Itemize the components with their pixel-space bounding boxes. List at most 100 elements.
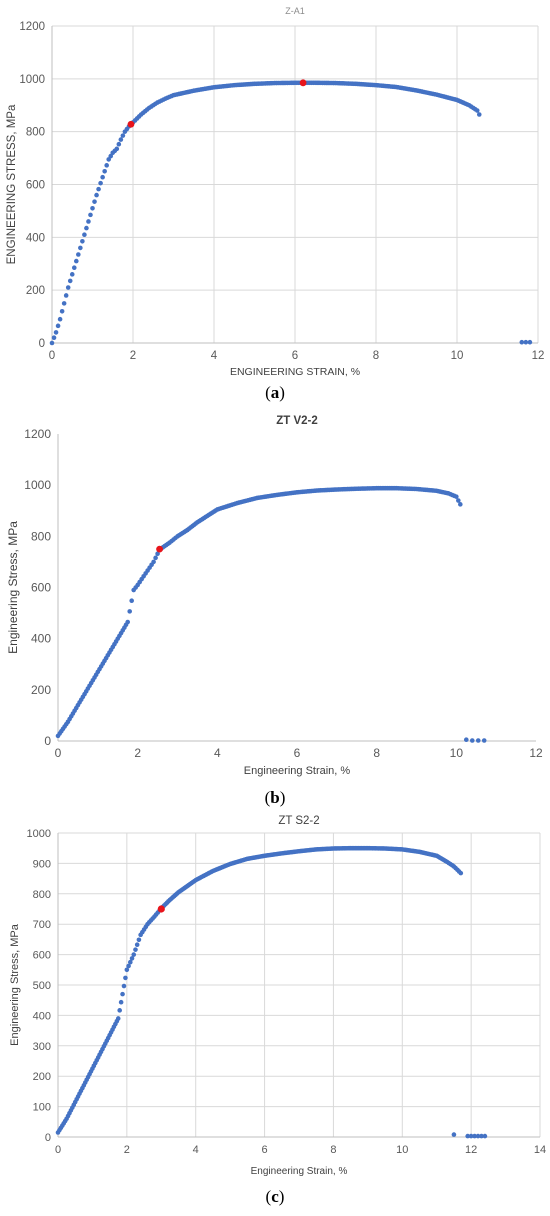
y-tick-label: 600 <box>33 950 51 962</box>
data-point <box>127 609 132 614</box>
gridlines <box>52 25 539 343</box>
fracture-point <box>468 1133 474 1139</box>
y-tick-label: 100 <box>33 1102 51 1114</box>
data-point <box>458 870 464 876</box>
data-point <box>115 1016 121 1021</box>
x-tick-label: 4 <box>211 350 218 362</box>
y-tick-label: 600 <box>26 180 45 192</box>
data-point <box>82 232 87 237</box>
fracture-point <box>479 1133 484 1139</box>
series-stress-strain <box>55 845 464 1135</box>
y-tick-label: 500 <box>33 980 51 992</box>
chart-a: 0 2 4 6 8 10 12 0 200 400 600 800 1000 1200 Z-A1 ENGINE… <box>6 6 544 378</box>
series-stress-strain <box>49 80 482 346</box>
data-point <box>124 967 130 973</box>
fracture-point <box>481 738 487 743</box>
data-point <box>100 174 105 180</box>
data-point <box>78 245 83 251</box>
data-point <box>108 153 114 159</box>
chart-title: ZT V2-2 <box>276 415 318 427</box>
data-point <box>94 192 99 198</box>
x-tick-label: 8 <box>373 350 379 362</box>
data-point <box>153 555 158 561</box>
data-point <box>476 112 482 117</box>
highlight-markers <box>127 79 307 128</box>
x-tick-label: 4 <box>193 1144 199 1156</box>
fracture-point <box>482 1133 488 1139</box>
y-axis-label: ENGINEERING STRESS, MPa <box>6 104 18 264</box>
chart-panel-c: 0 2 4 6 8 10 12 14 0 100 200 300 400 500 600 700 800 900 1… <box>0 815 550 1216</box>
x-tick-label: 12 <box>529 746 543 760</box>
series-stress-strain <box>55 485 463 739</box>
data-point <box>121 983 127 989</box>
x-axis-label: Engineering Strain, % <box>244 765 351 777</box>
y-tick-label: 0 <box>44 734 51 748</box>
data-point <box>125 619 131 625</box>
x-tick-label: 0 <box>55 746 62 760</box>
data-point <box>102 168 107 174</box>
data-point <box>92 199 97 204</box>
x-axis-label: ENGINEERING STRAIN, % <box>230 366 360 378</box>
y-tick-label: 1000 <box>27 828 51 840</box>
data-point <box>59 309 65 314</box>
data-point <box>53 330 59 335</box>
highlight-marker <box>127 120 135 128</box>
fracture-point <box>463 737 469 743</box>
x-tick-label: 2 <box>124 1144 130 1156</box>
x-tick-label: 2 <box>134 746 141 760</box>
fracture-point <box>472 1133 477 1139</box>
highlight-marker <box>157 905 165 913</box>
data-point <box>458 502 463 507</box>
y-tick-label: 200 <box>26 285 45 297</box>
data-point <box>118 999 124 1005</box>
data-point <box>129 956 135 961</box>
data-point <box>98 180 103 186</box>
y-axis-label: Engineering Stress, MPa <box>9 923 21 1046</box>
data-point <box>84 225 89 231</box>
data-point <box>55 323 61 329</box>
fracture-point <box>527 339 533 345</box>
data-point <box>456 498 461 503</box>
fracture-point <box>519 339 525 345</box>
y-tick-label: 800 <box>31 529 51 543</box>
data-point <box>126 963 131 969</box>
fracture-points <box>451 1132 488 1139</box>
data-point <box>76 252 81 257</box>
data-point <box>106 157 111 162</box>
fracture-point <box>451 1132 457 1137</box>
data-point <box>67 278 73 284</box>
chart-c: 0 2 4 6 8 10 12 14 0 100 200 300 400 500 600 700 800 900 1… <box>9 815 546 1177</box>
x-tick-label: 0 <box>49 350 55 362</box>
data-point <box>129 598 134 604</box>
x-tick-label: 6 <box>294 746 301 760</box>
data-point <box>63 293 69 298</box>
y-tick-label: 200 <box>33 1071 51 1083</box>
data-point <box>474 108 480 113</box>
data-point <box>49 340 55 346</box>
x-tick-label: 10 <box>451 350 464 362</box>
y-tick-label: 400 <box>31 632 51 646</box>
x-tick-label: 8 <box>373 746 380 760</box>
data-point <box>104 163 109 168</box>
caption-b: (b) <box>264 788 286 807</box>
data-point <box>69 272 75 277</box>
data-point <box>133 947 138 952</box>
x-tick-label: 6 <box>292 350 298 362</box>
y-tick-label: 700 <box>33 919 51 931</box>
caption-c: (c) <box>265 1187 285 1206</box>
y-tick-label: 800 <box>26 127 45 139</box>
fracture-points <box>463 737 487 743</box>
y-axis-label: Engineering Stress, MPa <box>6 521 20 654</box>
data-point <box>134 942 140 948</box>
fracture-points <box>519 339 533 345</box>
data-point <box>61 301 67 306</box>
x-tick-label: 2 <box>130 350 136 362</box>
data-point <box>80 238 85 244</box>
caption-a: (a) <box>265 383 285 402</box>
x-tick-label: 4 <box>214 746 221 760</box>
x-tick-label: 10 <box>450 746 464 760</box>
data-point <box>86 219 91 224</box>
fracture-point <box>475 1133 481 1139</box>
fracture-point <box>475 738 481 743</box>
chart-b: 0 2 4 6 8 10 12 0 200 400 600 800 1000 1200 ZT V2-2 Eng… <box>6 415 543 777</box>
